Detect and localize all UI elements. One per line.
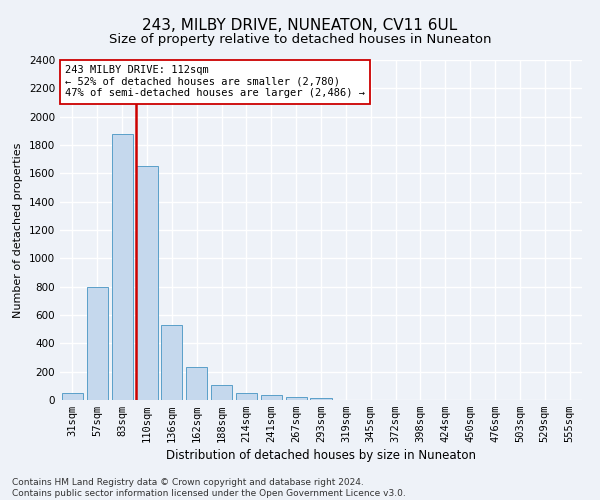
- Bar: [136, 166, 158, 400]
- Bar: [286, 397, 307, 400]
- Text: Size of property relative to detached houses in Nuneaton: Size of property relative to detached ho…: [109, 32, 491, 46]
- Text: 243 MILBY DRIVE: 112sqm
← 52% of detached houses are smaller (2,780)
47% of semi: 243 MILBY DRIVE: 112sqm ← 52% of detache…: [65, 65, 365, 98]
- Text: 243, MILBY DRIVE, NUNEATON, CV11 6UL: 243, MILBY DRIVE, NUNEATON, CV11 6UL: [142, 18, 458, 32]
- Text: Contains HM Land Registry data © Crown copyright and database right 2024.
Contai: Contains HM Land Registry data © Crown c…: [12, 478, 406, 498]
- Bar: [236, 393, 257, 400]
- Bar: [62, 393, 83, 400]
- Bar: [261, 395, 282, 400]
- X-axis label: Distribution of detached houses by size in Nuneaton: Distribution of detached houses by size …: [166, 450, 476, 462]
- Bar: [161, 325, 182, 400]
- Bar: [186, 366, 207, 400]
- Bar: [211, 385, 232, 400]
- Bar: [310, 398, 332, 400]
- Bar: [87, 286, 108, 400]
- Y-axis label: Number of detached properties: Number of detached properties: [13, 142, 23, 318]
- Bar: [112, 134, 133, 400]
